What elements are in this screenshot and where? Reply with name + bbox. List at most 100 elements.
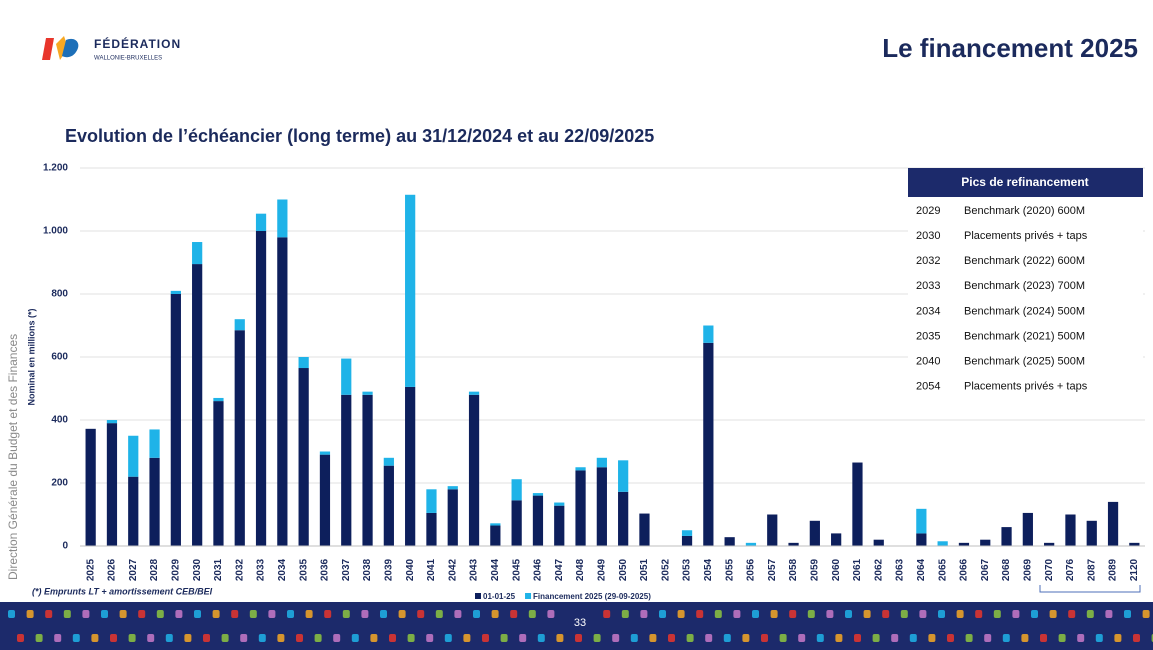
x-tick-label: 2044 bbox=[490, 558, 501, 581]
x-tick-label: 2087 bbox=[1086, 558, 1097, 581]
decor-glyph bbox=[194, 610, 201, 618]
x-tick-label: 2043 bbox=[469, 558, 480, 581]
bar bbox=[916, 509, 926, 534]
x-tick-label: 2065 bbox=[937, 558, 948, 581]
bar bbox=[362, 395, 372, 546]
decor-glyph bbox=[445, 634, 452, 642]
x-tick-label: 2089 bbox=[1108, 558, 1119, 581]
decor-glyph bbox=[1077, 634, 1084, 642]
bar bbox=[533, 493, 543, 496]
decor-glyph bbox=[901, 610, 908, 618]
decor-glyph bbox=[752, 610, 759, 618]
x-tick-label: 2033 bbox=[256, 558, 267, 581]
x-tick-label: 2047 bbox=[554, 558, 565, 581]
decor-glyph bbox=[277, 634, 284, 642]
table-cell: 2054 bbox=[916, 381, 940, 393]
bar bbox=[384, 466, 394, 546]
decor-glyph bbox=[547, 610, 554, 618]
x-tick-label: 2066 bbox=[959, 558, 970, 581]
decor-glyph bbox=[463, 634, 470, 642]
table-cell: Benchmark (2021) 500M bbox=[964, 330, 1085, 342]
x-tick-label: 2025 bbox=[85, 558, 96, 581]
x-tick-label: 2036 bbox=[320, 558, 331, 581]
bar bbox=[469, 395, 479, 546]
bar bbox=[1023, 513, 1033, 546]
bar bbox=[235, 330, 245, 546]
decor-glyph bbox=[222, 634, 229, 642]
decor-glyph bbox=[426, 634, 433, 642]
x-tick-label: 2027 bbox=[128, 558, 139, 581]
bar bbox=[299, 357, 309, 368]
decor-glyph bbox=[603, 610, 610, 618]
decor-glyph bbox=[343, 610, 350, 618]
x-tick-label: 2068 bbox=[1001, 558, 1012, 581]
decor-glyph bbox=[82, 610, 89, 618]
bar bbox=[107, 423, 117, 546]
decor-glyph bbox=[835, 634, 842, 642]
x-tick-label: 2076 bbox=[1065, 558, 1076, 581]
x-tick-label: 2069 bbox=[1022, 558, 1033, 581]
decor-glyph bbox=[138, 610, 145, 618]
table-cell: Placements privés + taps bbox=[964, 381, 1088, 393]
x-tick-label: 2032 bbox=[234, 558, 245, 581]
decor-glyph bbox=[705, 634, 712, 642]
decor-glyph bbox=[203, 634, 210, 642]
bar bbox=[575, 467, 585, 470]
decor-glyph bbox=[370, 634, 377, 642]
bar bbox=[235, 319, 245, 330]
decor-glyph bbox=[817, 634, 824, 642]
decor-glyph bbox=[399, 610, 406, 618]
decor-glyph bbox=[622, 610, 629, 618]
bar bbox=[384, 458, 394, 466]
decor-glyph bbox=[910, 634, 917, 642]
decor-glyph bbox=[1031, 610, 1038, 618]
bar bbox=[405, 195, 415, 387]
bar bbox=[618, 460, 628, 492]
slide-title: Le financement 2025 bbox=[882, 33, 1138, 63]
x-tick-label: 2026 bbox=[107, 558, 118, 581]
bar bbox=[682, 530, 692, 536]
decor-glyph bbox=[1021, 634, 1028, 642]
y-tick-label: 200 bbox=[51, 478, 68, 489]
decor-glyph bbox=[575, 634, 582, 642]
table-cell: 2033 bbox=[916, 280, 940, 292]
decor-glyph bbox=[501, 634, 508, 642]
decor-glyph bbox=[649, 634, 656, 642]
bar bbox=[810, 521, 820, 546]
x-tick-label: 2049 bbox=[596, 558, 607, 581]
bar bbox=[426, 489, 436, 513]
bar bbox=[490, 523, 500, 525]
decor-glyph bbox=[157, 610, 164, 618]
decor-glyph bbox=[724, 634, 731, 642]
decor-glyph bbox=[380, 610, 387, 618]
x-tick-label: 2070 bbox=[1044, 558, 1055, 581]
decor-glyph bbox=[296, 634, 303, 642]
decor-glyph bbox=[798, 634, 805, 642]
x-tick-label: 2030 bbox=[192, 558, 203, 581]
decor-glyph bbox=[91, 634, 98, 642]
x-tick-label: 2031 bbox=[213, 558, 224, 581]
bar bbox=[192, 264, 202, 546]
x-tick-label: 2063 bbox=[895, 558, 906, 581]
decor-glyph bbox=[696, 610, 703, 618]
x-tick-label: 2051 bbox=[639, 558, 650, 581]
decor-glyph bbox=[417, 610, 424, 618]
legend-swatch bbox=[525, 593, 531, 599]
decor-glyph bbox=[519, 634, 526, 642]
decor-glyph bbox=[631, 634, 638, 642]
decor-glyph bbox=[101, 610, 108, 618]
decor-glyph bbox=[873, 634, 880, 642]
bar bbox=[341, 359, 351, 395]
decor-glyph bbox=[1068, 610, 1075, 618]
decor-glyph bbox=[268, 610, 275, 618]
bar bbox=[533, 496, 543, 546]
x-tick-label: 2054 bbox=[703, 558, 714, 581]
decor-glyph bbox=[1096, 634, 1103, 642]
bar bbox=[128, 436, 138, 477]
bar bbox=[512, 500, 522, 546]
bar bbox=[703, 326, 713, 343]
bar bbox=[299, 368, 309, 546]
x-tick-label: 2059 bbox=[809, 558, 820, 581]
x-tick-label: 2050 bbox=[618, 558, 629, 581]
bar bbox=[916, 533, 926, 546]
